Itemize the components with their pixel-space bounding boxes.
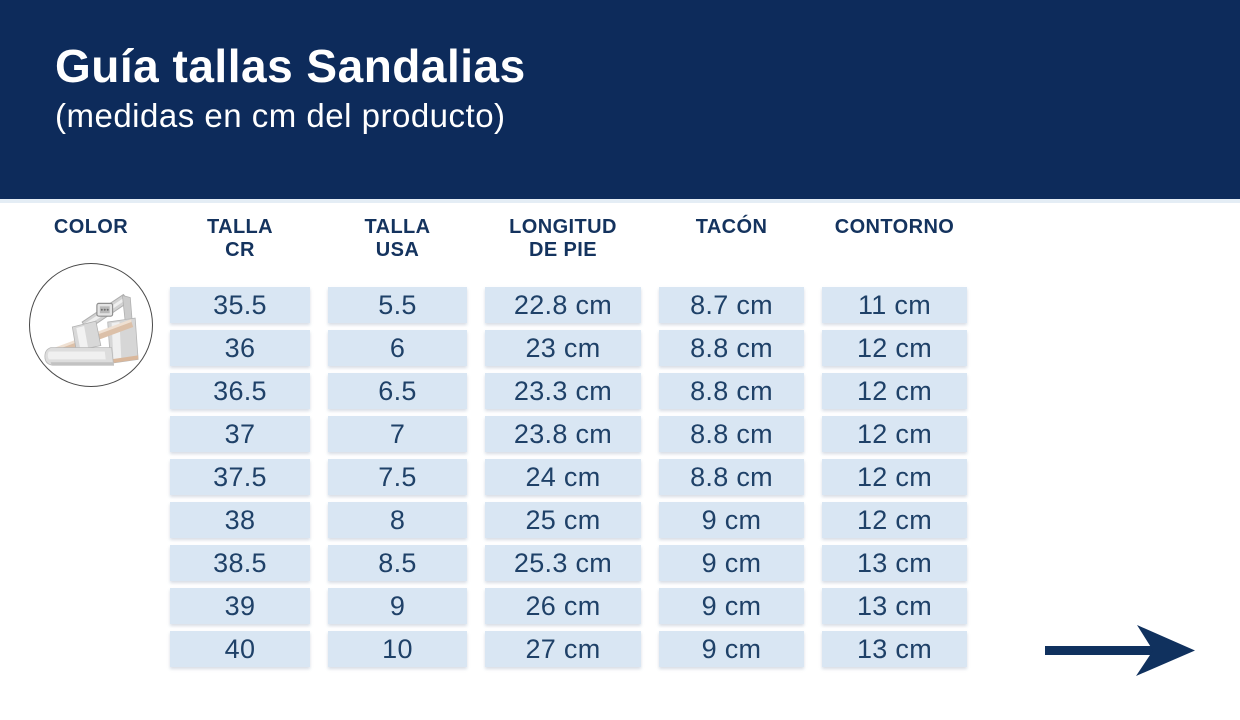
header-band: Guía tallas Sandalias (medidas en cm del… (0, 0, 1240, 199)
size-cell-talla-cr: 36 (170, 330, 310, 366)
size-cell-talla-cr: 37 (170, 416, 310, 452)
size-cell-talla-cr: 38 (170, 502, 310, 538)
size-cell-contorno: 12 cm (822, 459, 967, 495)
size-cell-talla-usa: 5.5 (328, 287, 467, 323)
size-cell-contorno: 12 cm (822, 502, 967, 538)
size-cell-talla-usa: 9 (328, 588, 467, 624)
size-cell-talla-cr: 38.5 (170, 545, 310, 581)
size-cell-tacon: 9 cm (659, 588, 804, 624)
size-cell-talla-cr: 37.5 (170, 459, 310, 495)
size-cell-tacon: 9 cm (659, 545, 804, 581)
size-cell-longitud-de-pie: 23.3 cm (485, 373, 641, 409)
size-cell-talla-cr: 35.5 (170, 287, 310, 323)
size-cell-contorno: 12 cm (822, 330, 967, 366)
header-divider (0, 199, 1240, 203)
size-cell-longitud-de-pie: 26 cm (485, 588, 641, 624)
size-cell-talla-cr: 36.5 (170, 373, 310, 409)
size-cell-tacon: 8.8 cm (659, 416, 804, 452)
size-cell-talla-usa: 6.5 (328, 373, 467, 409)
size-cell-talla-usa: 7 (328, 416, 467, 452)
size-cell-contorno: 13 cm (822, 588, 967, 624)
sandal-product-image (44, 293, 139, 366)
size-cell-longitud-de-pie: 27 cm (485, 631, 641, 667)
size-cell-longitud-de-pie: 23.8 cm (485, 416, 641, 452)
column-header-contorno: CONTORNO (834, 216, 955, 238)
size-cell-longitud-de-pie: 23 cm (485, 330, 641, 366)
size-cell-talla-usa: 6 (328, 330, 467, 366)
size-cell-contorno: 13 cm (822, 631, 967, 667)
size-cell-talla-usa: 10 (328, 631, 467, 667)
size-cell-talla-cr: 40 (170, 631, 310, 667)
right-arrow-icon (1045, 625, 1195, 676)
column-headers: COLOR TALLA CR TALLA USA LONGITUD DE PIE… (30, 216, 967, 262)
size-cell-tacon: 8.8 cm (659, 330, 804, 366)
size-cell-tacon: 9 cm (659, 631, 804, 667)
column-header-longitud-de-pie: LONGITUD DE PIE (509, 216, 617, 261)
size-cell-longitud-de-pie: 25 cm (485, 502, 641, 538)
page-title: Guía tallas Sandalias (55, 40, 526, 92)
size-cell-tacon: 9 cm (659, 502, 804, 538)
column-header-color: COLOR (53, 216, 129, 238)
size-cell-tacon: 8.7 cm (659, 287, 804, 323)
size-cell-talla-cr: 39 (170, 588, 310, 624)
header-text: Guía tallas Sandalias (medidas en cm del… (55, 40, 526, 135)
column-header-tacon: TACÓN (695, 216, 768, 238)
size-cell-talla-usa: 8 (328, 502, 467, 538)
size-cell-contorno: 12 cm (822, 373, 967, 409)
size-rows: 35.5 5.5 22.8 cm 8.7 cm 11 cm 36 6 23 cm 8.8 cm 1… (170, 287, 967, 667)
size-cell-contorno: 11 cm (822, 287, 967, 323)
column-header-talla-cr: TALLA CR (206, 216, 274, 261)
size-cell-longitud-de-pie: 25.3 cm (485, 545, 641, 581)
size-cell-talla-usa: 7.5 (328, 459, 467, 495)
product-photo-circle (29, 263, 153, 387)
size-cell-tacon: 8.8 cm (659, 373, 804, 409)
size-cell-contorno: 12 cm (822, 416, 967, 452)
size-cell-tacon: 8.8 cm (659, 459, 804, 495)
page-subtitle: (medidas en cm del producto) (55, 96, 506, 134)
size-cell-longitud-de-pie: 24 cm (485, 459, 641, 495)
size-cell-longitud-de-pie: 22.8 cm (485, 287, 641, 323)
column-header-talla-usa: TALLA USA (364, 216, 431, 261)
size-cell-talla-usa: 8.5 (328, 545, 467, 581)
size-cell-contorno: 13 cm (822, 545, 967, 581)
